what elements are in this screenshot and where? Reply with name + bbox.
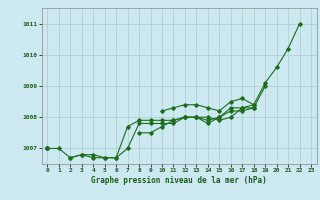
X-axis label: Graphe pression niveau de la mer (hPa): Graphe pression niveau de la mer (hPa) bbox=[91, 176, 267, 185]
